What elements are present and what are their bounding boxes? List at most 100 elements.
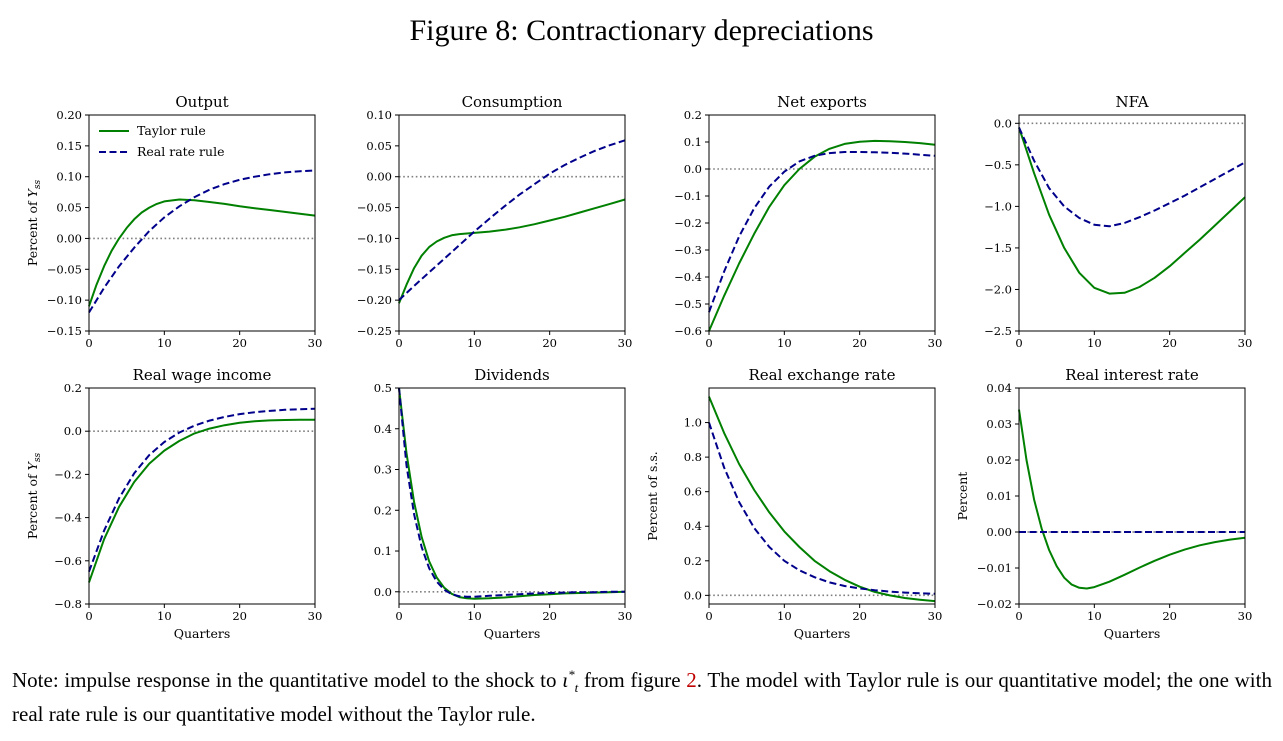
panel-title: Real exchange rate	[749, 366, 896, 384]
figure-note: Note: impulse response in the quantitati…	[12, 662, 1272, 727]
x-tick-label: 20	[542, 336, 557, 350]
x-tick-label: 30	[618, 609, 633, 623]
y-tick-label: 0.05	[56, 201, 82, 215]
y-tick-label: −0.05	[47, 262, 82, 276]
note-text-after: . The model with Taylor rule is our quan…	[12, 668, 1272, 727]
legend-real-rate-label: Real rate rule	[137, 144, 224, 159]
taylor-rule-line	[708, 396, 936, 603]
x-axis-label: Quarters	[484, 626, 541, 641]
y-axis-label: Percent	[955, 472, 970, 521]
panel-title: Net exports	[777, 93, 867, 111]
panel-title: Real wage income	[133, 366, 272, 384]
x-tick-label: 10	[777, 336, 792, 350]
y-tick-label: −1.0	[984, 199, 1012, 213]
axes-frame	[398, 387, 626, 605]
x-axis-label: Quarters	[174, 626, 231, 641]
y-tick-label: 0.05	[366, 139, 392, 153]
x-axis-label: Quarters	[794, 626, 851, 641]
x-tick-label: 0	[1015, 336, 1022, 350]
y-tick-label: −0.15	[357, 262, 392, 276]
y-tick-label: 0.3	[374, 463, 392, 477]
panel-title: Dividends	[474, 366, 550, 384]
y-tick-label: −0.8	[54, 597, 82, 611]
y-tick-label: 0.1	[374, 544, 392, 558]
x-tick-label: 20	[232, 336, 247, 350]
y-tick-label: −1.5	[984, 241, 1012, 255]
y-tick-label: 0.0	[684, 162, 702, 176]
y-tick-label: 1.0	[684, 416, 702, 430]
y-tick-label: −0.15	[47, 324, 82, 338]
x-tick-label: 30	[928, 609, 943, 623]
panel-title: Output	[175, 93, 228, 111]
y-tick-label: 0.04	[986, 381, 1012, 395]
panel-real-exchange-rate: Real exchange rate 0 10 20 30 1.0 0.8 0.6 0.4 0.2…	[645, 366, 942, 641]
axes-frame	[88, 387, 316, 605]
x-tick-label: 0	[1015, 609, 1022, 623]
panel-real-interest-rate: Real interest rate 0 10 20 30 0.04 0.03 0.02 0.0…	[955, 366, 1252, 641]
x-axis-label: Quarters	[1104, 626, 1161, 641]
y-tick-label: −0.4	[54, 511, 82, 525]
note-text-before: Note: impulse response in the quantitati…	[12, 668, 563, 692]
panel-consumption: Consumption 0 10 20 30 0.10 0.05 0.00 −0.05 −0.10…	[357, 93, 633, 350]
y-tick-label: 0.2	[684, 108, 702, 122]
taylor-rule-line	[1018, 409, 1246, 590]
x-tick-label: 30	[928, 336, 943, 350]
y-tick-label: −0.3	[674, 243, 702, 257]
y-tick-label: −0.5	[984, 158, 1012, 172]
real-rate-rule-line	[1018, 127, 1246, 228]
x-tick-label: 0	[85, 609, 92, 623]
y-tick-label: −2.5	[984, 324, 1012, 338]
y-axis-label: Percent of s.s.	[645, 451, 660, 541]
figure-ref-link[interactable]: 2	[686, 668, 697, 692]
y-tick-label: −0.6	[674, 324, 702, 338]
y-tick-label: 0.15	[56, 139, 82, 153]
real-rate-rule-line	[398, 387, 625, 598]
x-tick-label: 20	[542, 609, 557, 623]
x-tick-label: 30	[308, 336, 323, 350]
panel-nfa: NFA 0 10 20 30 0.0 −0.5 −1.0 −1.5 −2.0 −2.5	[984, 93, 1252, 350]
real-rate-rule-line	[88, 169, 316, 314]
x-tick-label: 30	[308, 609, 323, 623]
x-tick-label: 10	[1087, 336, 1102, 350]
note-text-middle: from figure	[578, 668, 687, 692]
real-rate-rule-line	[398, 139, 626, 301]
taylor-rule-line	[398, 198, 626, 304]
y-tick-label: −0.5	[674, 297, 702, 311]
axes-frame	[708, 387, 936, 605]
y-tick-label: 0.20	[56, 108, 82, 122]
y-tick-label: 0.00	[986, 525, 1012, 539]
y-tick-label: 0.6	[684, 485, 702, 499]
y-tick-label: 0.0	[374, 585, 392, 599]
y-axis-label: Percent of Yss	[25, 179, 43, 266]
x-tick-label: 0	[395, 336, 402, 350]
panel-title: NFA	[1115, 93, 1148, 111]
note-symbol: ι*t	[562, 667, 579, 696]
figure-title: Figure 8: Contractionary depreciations	[409, 14, 874, 47]
y-tick-label: 0.0	[64, 424, 82, 438]
y-tick-label: 0.2	[64, 381, 82, 395]
y-tick-label: −0.01	[977, 561, 1012, 575]
y-tick-label: −0.2	[674, 216, 702, 230]
x-tick-label: 0	[395, 609, 402, 623]
axes-frame	[708, 114, 936, 332]
y-tick-label: −2.0	[984, 282, 1012, 296]
panel-net-exports: Net exports 0 10 20 30 0.2 0.1 0.0 −0.1 −0.2 −0.3 −…	[674, 93, 942, 350]
x-tick-label: 30	[1238, 336, 1253, 350]
legend-taylor-label: Taylor rule	[137, 123, 206, 138]
y-tick-label: 0.00	[56, 231, 82, 245]
y-tick-label: 0.2	[684, 554, 702, 568]
taylor-rule-line	[708, 139, 936, 332]
x-tick-label: 0	[85, 336, 92, 350]
x-tick-label: 10	[157, 609, 172, 623]
x-tick-label: 10	[1087, 609, 1102, 623]
panel-title: Real interest rate	[1065, 366, 1199, 384]
y-tick-label: −0.6	[54, 554, 82, 568]
y-tick-label: −0.2	[54, 467, 82, 481]
y-tick-label: −0.25	[357, 324, 392, 338]
y-axis-label: Percent of Yss	[25, 452, 43, 539]
real-rate-rule-line	[88, 407, 316, 572]
y-tick-label: −0.20	[357, 293, 392, 307]
x-tick-label: 20	[1162, 336, 1177, 350]
y-tick-label: 0.10	[56, 170, 82, 184]
